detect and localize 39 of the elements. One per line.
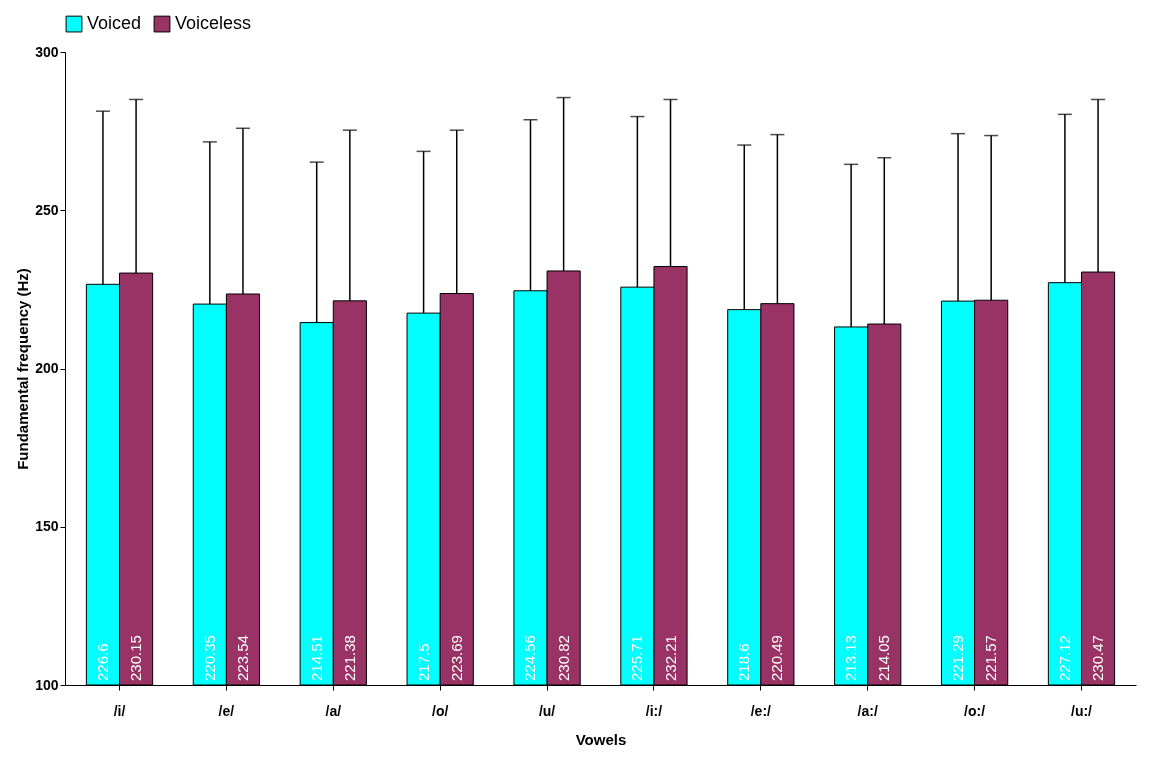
data-label: 220.49 [768,635,786,681]
data-label: 217.5 [414,643,432,681]
data-label: 230.47 [1089,635,1107,681]
x-tick-label: /a:/ [857,702,878,719]
data-label: 224.56 [521,635,539,681]
data-label: 223.69 [447,635,465,681]
data-label: 230.15 [127,635,145,681]
data-label: 221.57 [982,635,1000,681]
data-label: 218.6 [735,643,753,681]
y-tick-label: 100 [35,676,59,693]
data-label: 221.29 [949,635,967,681]
x-tick-label: /a/ [325,702,342,719]
data-label: 214.05 [875,635,893,681]
data-label: 223.54 [233,635,251,681]
x-tick-label: /o:/ [964,702,986,719]
data-label: 232.21 [661,635,679,681]
data-label: 221.38 [340,635,358,681]
x-tick-label: /u:/ [1070,702,1093,719]
y-tick-label: 300 [35,43,59,60]
data-label: 230.82 [554,635,572,681]
x-tick-label: /e:/ [750,702,772,719]
x-axis-title: Vowels [575,730,627,748]
data-label: 220.35 [200,635,218,681]
data-label: 214.51 [307,635,325,681]
x-tick-label: /u/ [538,702,556,719]
x-tick-label: /o/ [432,702,449,719]
data-label: 227.12 [1055,635,1073,681]
y-tick-label: 200 [35,360,59,376]
y-tick-label: 150 [35,518,59,535]
data-label: 226.6 [93,643,111,681]
legend-label: Voiceless [175,13,252,34]
y-axis-title: Fundamental frequency (Hz) [14,268,32,470]
x-tick-label: /i:/ [645,702,663,719]
y-tick-label: 250 [35,201,59,218]
legend-label: Voiced [87,13,142,34]
x-tick-label: /e/ [218,702,235,719]
x-tick-label: /i/ [113,702,126,719]
data-label: 225.71 [628,635,646,681]
data-label: 213.13 [842,635,860,681]
